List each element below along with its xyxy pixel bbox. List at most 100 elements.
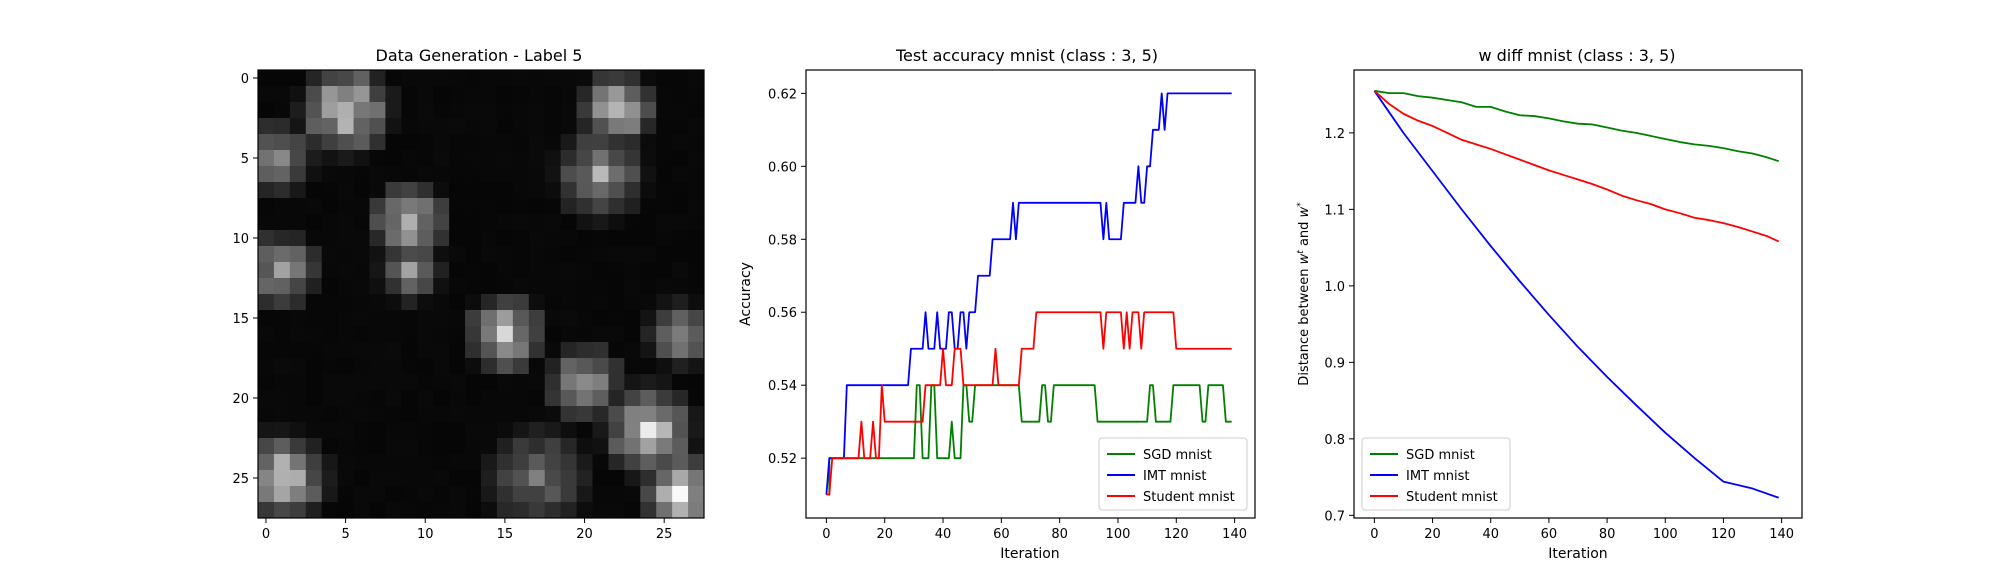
- heatmap-cell: [353, 326, 370, 343]
- heatmap-cell: [688, 86, 705, 103]
- x-tick-label: 10: [417, 527, 434, 542]
- heatmap-cell: [321, 326, 339, 343]
- heatmap-cell: [496, 390, 514, 407]
- heatmap-cell: [688, 262, 705, 279]
- heatmap-cell: [417, 406, 434, 423]
- heatmap-cell: [481, 374, 498, 391]
- heatmap-cell: [608, 86, 625, 103]
- heatmap-cell: [258, 438, 275, 455]
- heatmap-cell: [560, 470, 577, 487]
- heatmap-cell: [369, 214, 386, 231]
- heatmap-cell: [321, 166, 339, 183]
- heatmap-cell: [305, 326, 323, 343]
- heatmap-cell: [289, 326, 307, 343]
- heatmap-cell: [608, 374, 625, 391]
- heatmap-cell: [289, 374, 307, 391]
- heatmap-cell: [401, 406, 418, 423]
- accuracy-legend: SGD mnist IMT mnist Student mnist: [1098, 437, 1248, 511]
- heatmap-cell: [433, 166, 450, 183]
- heatmap-cell: [353, 70, 370, 87]
- heatmap-cell: [672, 70, 689, 87]
- wdiff-xlabel: Iteration: [1548, 546, 1607, 562]
- x-tick-label: 25: [656, 527, 673, 542]
- heatmap-cell: [465, 422, 482, 439]
- heatmap-cell: [688, 70, 705, 87]
- heatmap-cell: [353, 390, 370, 407]
- heatmap-cell: [337, 166, 354, 183]
- heatmap-cell: [608, 102, 625, 119]
- heatmap-cell: [576, 502, 593, 519]
- heatmap-cell: [576, 326, 593, 343]
- heatmap-cell: [560, 374, 577, 391]
- heatmap-cell: [289, 422, 307, 439]
- heatmap-cell: [289, 118, 307, 135]
- heatmap-cell: [608, 118, 625, 135]
- heatmap-cell: [544, 470, 562, 487]
- y-tick-label: 1.2: [1324, 127, 1345, 142]
- heatmap-cell: [449, 278, 466, 295]
- heatmap-cell: [337, 102, 354, 119]
- heatmap-cell: [369, 118, 386, 135]
- y-tick-label: 5: [241, 152, 249, 167]
- heatmap-cell: [289, 134, 307, 151]
- heatmap-cell: [289, 102, 307, 119]
- accuracy-frame: [805, 69, 1256, 519]
- heatmap-cell: [640, 374, 657, 391]
- heatmap-cell: [465, 198, 482, 215]
- heatmap-cell: [305, 422, 323, 439]
- heatmap-cell: [417, 502, 434, 519]
- heatmap-cell: [481, 278, 498, 295]
- heatmap-cell: [512, 294, 530, 311]
- heatmap-cell: [273, 470, 291, 487]
- heatmap-cell: [608, 182, 625, 199]
- heatmap-cell: [433, 150, 450, 167]
- heatmap-cell: [528, 326, 546, 343]
- heatmap-cell: [337, 278, 354, 295]
- heatmap-cell: [688, 374, 705, 391]
- heatmap-cell: [576, 374, 593, 391]
- heatmap-cell: [449, 422, 466, 439]
- heatmap-cell: [496, 358, 514, 375]
- heatmap-cell: [353, 470, 370, 487]
- heatmap-cell: [496, 166, 514, 183]
- heatmap-cell: [592, 230, 609, 247]
- heatmap-cell: [592, 422, 609, 439]
- heatmap-cell: [258, 118, 275, 135]
- heatmap-cell: [289, 86, 307, 103]
- heatmap-cell: [305, 246, 323, 263]
- heatmap-cell: [672, 198, 689, 215]
- heatmap-cell: [496, 262, 514, 279]
- heatmap-cell: [640, 150, 657, 167]
- heatmap-cell: [401, 342, 418, 359]
- heatmap-cell: [672, 278, 689, 295]
- heatmap-cell: [528, 262, 546, 279]
- heatmap-cell: [353, 86, 370, 103]
- heatmap-cell: [353, 134, 370, 151]
- heatmap-cell: [640, 214, 657, 231]
- heatmap-cell: [369, 438, 386, 455]
- heatmap-cell: [369, 262, 386, 279]
- heatmap-cell: [528, 86, 546, 103]
- heatmap-cell: [449, 454, 466, 471]
- heatmap-cell: [512, 230, 530, 247]
- heatmap-cell: [417, 198, 434, 215]
- heatmap-cell: [544, 406, 562, 423]
- heatmap-cell: [576, 454, 593, 471]
- heatmap-cell: [576, 406, 593, 423]
- heatmap-cell: [353, 294, 370, 311]
- x-tick-label: 140: [1769, 527, 1794, 542]
- heatmap-cell: [672, 438, 689, 455]
- heatmap-cell: [672, 182, 689, 199]
- heatmap-cell: [496, 102, 514, 119]
- heatmap-cell: [258, 86, 275, 103]
- y-tick-label: 0.8: [1324, 433, 1345, 448]
- heatmap-cell: [496, 454, 514, 471]
- heatmap-cell: [672, 246, 689, 263]
- heatmap-cell: [656, 342, 673, 359]
- heatmap-cell: [258, 374, 275, 391]
- heatmap-cell: [624, 470, 641, 487]
- heatmap-cell: [353, 150, 370, 167]
- heatmap-cell: [528, 486, 546, 503]
- heatmap-cell: [481, 262, 498, 279]
- heatmap-cell: [688, 310, 705, 327]
